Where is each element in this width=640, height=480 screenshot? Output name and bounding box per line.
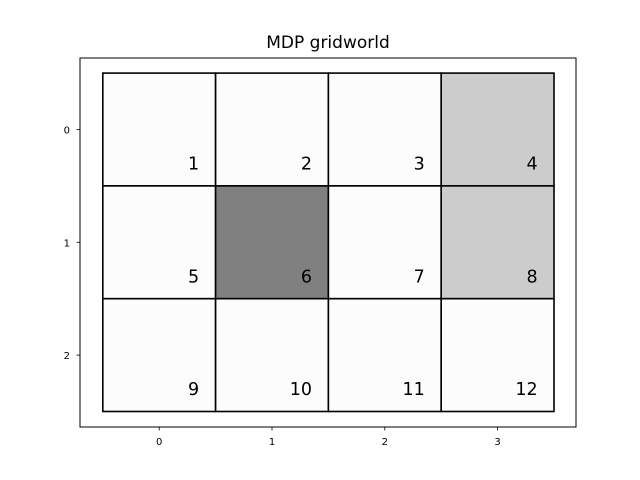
cell-label: 8: [526, 267, 537, 287]
grid-cell: 6: [214, 185, 330, 300]
cell-label: 1: [188, 155, 199, 175]
grid-cell: 3: [327, 72, 442, 187]
y-tick-label: 0: [64, 126, 70, 137]
cell-label: 6: [301, 267, 312, 287]
chart-title: MDP gridworld: [266, 33, 390, 53]
x-tick-label: 1: [269, 437, 275, 448]
grid-cell: 1: [102, 72, 217, 187]
grid-cell-rect: [102, 72, 217, 187]
grid-cell: 12: [440, 297, 555, 413]
x-tick-label: 0: [156, 437, 162, 448]
x-tick-label: 3: [494, 437, 500, 448]
cell-label: 9: [188, 380, 199, 400]
cell-label: 11: [403, 380, 425, 400]
grid-cell: 5: [102, 185, 217, 300]
axis-ticks: 0 1 2 3 0 1 2: [64, 126, 501, 449]
cell-label: 10: [290, 380, 312, 400]
grid-cell: 9: [102, 297, 217, 413]
cell-label: 7: [414, 267, 425, 287]
cell-label: 3: [414, 155, 425, 175]
grid-cell: 10: [214, 297, 330, 413]
grid-cell-rect: [440, 185, 555, 300]
grid-cells: 1 2 3 45 6 7 89 10 11 12: [102, 72, 555, 413]
y-tick-label: 2: [64, 351, 70, 362]
grid-cell-rect: [327, 72, 442, 187]
grid-cell: 2: [214, 72, 330, 187]
grid-cell-rect: [214, 297, 330, 413]
grid-cell-rect: [214, 185, 330, 300]
cell-label: 2: [301, 155, 312, 175]
cell-label: 5: [188, 267, 199, 287]
y-tick-label: 1: [64, 238, 70, 249]
grid-cell-rect: [214, 72, 330, 187]
grid-cell: 4: [440, 72, 555, 187]
grid-cell-rect: [102, 297, 217, 413]
grid-cell-rect: [440, 72, 555, 187]
grid-cell: 7: [327, 185, 442, 300]
grid-cell: 8: [440, 185, 555, 300]
x-tick-label: 2: [382, 437, 388, 448]
grid-cell-rect: [440, 297, 555, 413]
cell-label: 4: [526, 155, 537, 175]
grid-cell: 11: [327, 297, 442, 413]
cell-label: 12: [515, 380, 537, 400]
